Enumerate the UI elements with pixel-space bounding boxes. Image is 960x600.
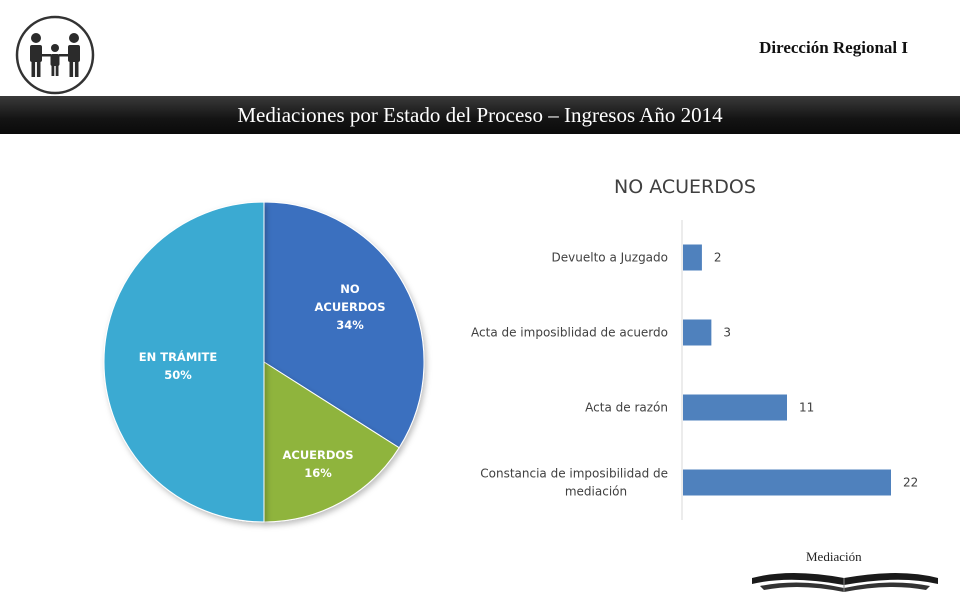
- bar-chart-title: NO ACUERDOS: [614, 176, 756, 198]
- bar-value-label: 2: [714, 251, 722, 265]
- pie-label-name: NO: [340, 282, 360, 296]
- pie-label-value: 50%: [164, 368, 192, 382]
- bar-category-label: Acta de imposiblidad de acuerdo: [471, 326, 668, 340]
- pie-label-name: EN TRÁMITE: [138, 350, 218, 364]
- bar-value-label: 11: [799, 401, 814, 415]
- pie-label-value: 16%: [304, 466, 332, 480]
- region-name: Dirección Regional I: [759, 38, 908, 57]
- bar-category-label: mediación: [565, 485, 627, 499]
- bar-value-label: 3: [723, 326, 731, 340]
- pie-label-no-acuerdos: NO ACUERDOS 34%: [298, 280, 402, 334]
- bar-category-label: Constancia de imposibilidad de: [480, 467, 668, 481]
- pie-slice-no-acuerdos: [263, 201, 425, 449]
- footer-label: Mediación: [806, 549, 862, 564]
- pie-label-value: 34%: [336, 318, 364, 332]
- family-logo-icon: [15, 15, 95, 95]
- pie-slice-en-tramite: [103, 201, 265, 523]
- bar: [683, 394, 787, 421]
- page-title: Mediaciones por Estado del Proceso – Ing…: [237, 103, 723, 127]
- pie-label-name: ACUERDOS: [282, 448, 354, 462]
- bar-chart: 2 Devuelto a Juzgado 3 Acta de imposiblidad…: [430, 210, 930, 530]
- bar: [683, 244, 702, 271]
- pie-label-en-tramite: EN TRÁMITE 50%: [126, 348, 230, 384]
- bar-chart-svg: 2 Devuelto a Juzgado 3 Acta de imposiblidad…: [471, 220, 918, 520]
- book-logo-icon: [752, 573, 938, 592]
- title-banner: [0, 96, 960, 134]
- bar-value-label: 22: [903, 476, 918, 490]
- pie-label-name: ACUERDOS: [314, 300, 386, 314]
- bar: [683, 469, 891, 496]
- bar-category-label: Devuelto a Juzgado: [552, 251, 668, 265]
- pie-label-acuerdos: ACUERDOS 16%: [270, 446, 366, 482]
- pie-slice-acuerdos: [263, 361, 400, 523]
- bar-category-label: Acta de razón: [585, 401, 668, 415]
- bar: [683, 319, 712, 346]
- pie-chart-svg: [103, 201, 425, 523]
- pie-chart: NO ACUERDOS 34% ACUERDOS 16% EN TRÁMITE …: [100, 198, 436, 534]
